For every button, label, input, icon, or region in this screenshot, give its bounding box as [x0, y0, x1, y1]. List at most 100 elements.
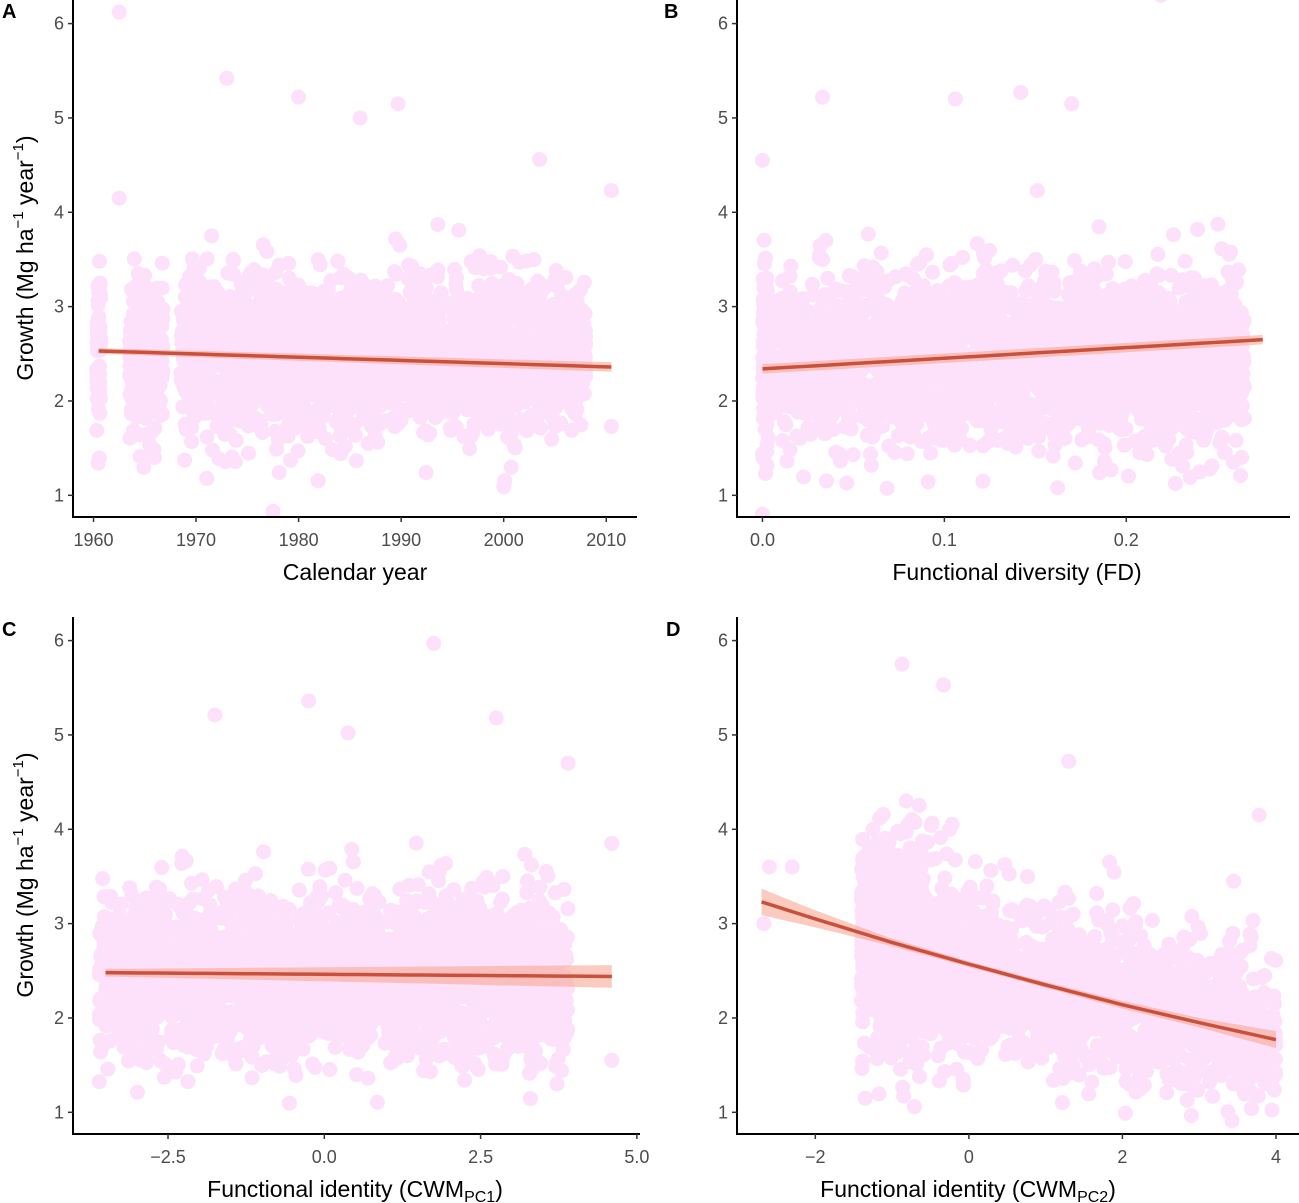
scatter-point: [262, 302, 278, 318]
x-tick-label: 1990: [381, 530, 421, 550]
scatter-point: [277, 403, 293, 419]
scatter-point: [90, 343, 106, 359]
scatter-point: [371, 286, 387, 301]
scatter-point: [1137, 272, 1153, 288]
scatter-point: [283, 331, 299, 347]
scatter-point: [186, 405, 202, 421]
y-tick-label: 3: [54, 297, 64, 317]
y-tick-label: 6: [54, 14, 64, 34]
scatter-point: [1143, 433, 1159, 449]
scatter-point: [406, 278, 421, 294]
scatter-point: [418, 309, 434, 325]
scatter-point: [287, 420, 303, 436]
scatter-point: [204, 228, 220, 244]
scatter-point: [246, 319, 262, 335]
scatter-point: [373, 398, 389, 414]
scatter-point: [388, 231, 404, 247]
scatter-point: [1092, 465, 1108, 481]
scatter-point: [221, 301, 237, 317]
scatter-point: [1113, 422, 1129, 438]
scatter-point: [1174, 409, 1189, 425]
scatter-point: [418, 465, 434, 481]
scatter-point: [444, 373, 459, 388]
scatter-point: [771, 292, 787, 308]
scatter-point: [418, 280, 434, 296]
scatter-point: [154, 255, 170, 271]
scatter-point: [430, 269, 445, 285]
scatter-point: [572, 282, 588, 298]
y-axis-title-main: Growth (Mg ha: [12, 228, 38, 380]
scatter-point: [463, 253, 479, 269]
scatter-point: [240, 304, 256, 320]
scatter-point: [1181, 423, 1197, 439]
scatter-point: [303, 387, 319, 403]
scatter-point: [191, 274, 207, 290]
scatter-point: [435, 334, 451, 350]
scatter-point: [111, 190, 127, 206]
scatter-point: [806, 287, 822, 303]
scatter-point: [366, 317, 382, 333]
scatter-point: [333, 290, 349, 306]
scatter-point: [89, 373, 105, 389]
scatter-point: [133, 296, 149, 312]
scatter-point: [291, 89, 307, 105]
scatter-point: [1023, 257, 1039, 273]
scatter-point: [757, 422, 773, 438]
scatter-point: [554, 303, 570, 319]
scatter-point: [235, 413, 251, 429]
x-tick-label: 1980: [279, 530, 319, 550]
scatter-point: [1183, 279, 1199, 295]
scatter-point: [1031, 443, 1047, 459]
scatter-point: [471, 278, 487, 294]
scatter-point: [864, 259, 880, 275]
scatter-point: [493, 416, 509, 432]
scatter-point: [281, 255, 297, 271]
scatter-point: [756, 326, 772, 342]
scatter-point: [333, 446, 349, 462]
scatter-point: [1179, 444, 1195, 460]
scatter-point: [510, 392, 526, 408]
scatter-point: [354, 314, 370, 329]
scatter-point: [173, 304, 189, 319]
scatter-point: [896, 368, 912, 384]
scatter-point: [535, 377, 551, 393]
scatter-point: [513, 365, 529, 381]
scatter-point: [1054, 304, 1070, 320]
scatter-point: [333, 270, 349, 286]
scatter-point: [301, 290, 316, 306]
y-axis-title-sup: −1: [10, 211, 27, 228]
scatter-point: [782, 442, 798, 458]
scatter-point: [1161, 431, 1177, 447]
scatter-point: [848, 390, 864, 406]
scatter-point: [483, 278, 499, 294]
scatter-point: [395, 308, 410, 324]
scatter-point: [496, 303, 512, 318]
scatter-point: [1117, 254, 1133, 270]
scatter-point: [820, 270, 836, 286]
scatter-point: [348, 453, 364, 469]
scatter-point: [1204, 277, 1220, 293]
scatter-point: [219, 70, 235, 86]
scatter-point: [89, 423, 105, 438]
scatter-point: [131, 427, 147, 443]
scatter-point: [1080, 420, 1096, 436]
scatter-point: [265, 503, 281, 517]
scatter-point: [91, 450, 107, 466]
scatter-point: [174, 335, 190, 351]
scatter-point: [390, 96, 406, 112]
scatter-point: [828, 281, 844, 297]
scatter-point: [309, 340, 325, 356]
scatter-point: [848, 332, 864, 347]
scatter-point: [252, 390, 268, 406]
scatter-point: [205, 442, 220, 458]
scatter-point: [959, 296, 975, 312]
scatter-point: [800, 304, 815, 320]
scatter-point: [135, 309, 151, 325]
y-tick-label: 2: [54, 391, 64, 411]
scatter-point: [855, 282, 870, 298]
scatter-point: [314, 395, 330, 411]
scatter-point: [1175, 458, 1191, 474]
scatter-point: [504, 338, 520, 354]
scatter-point: [357, 410, 372, 426]
